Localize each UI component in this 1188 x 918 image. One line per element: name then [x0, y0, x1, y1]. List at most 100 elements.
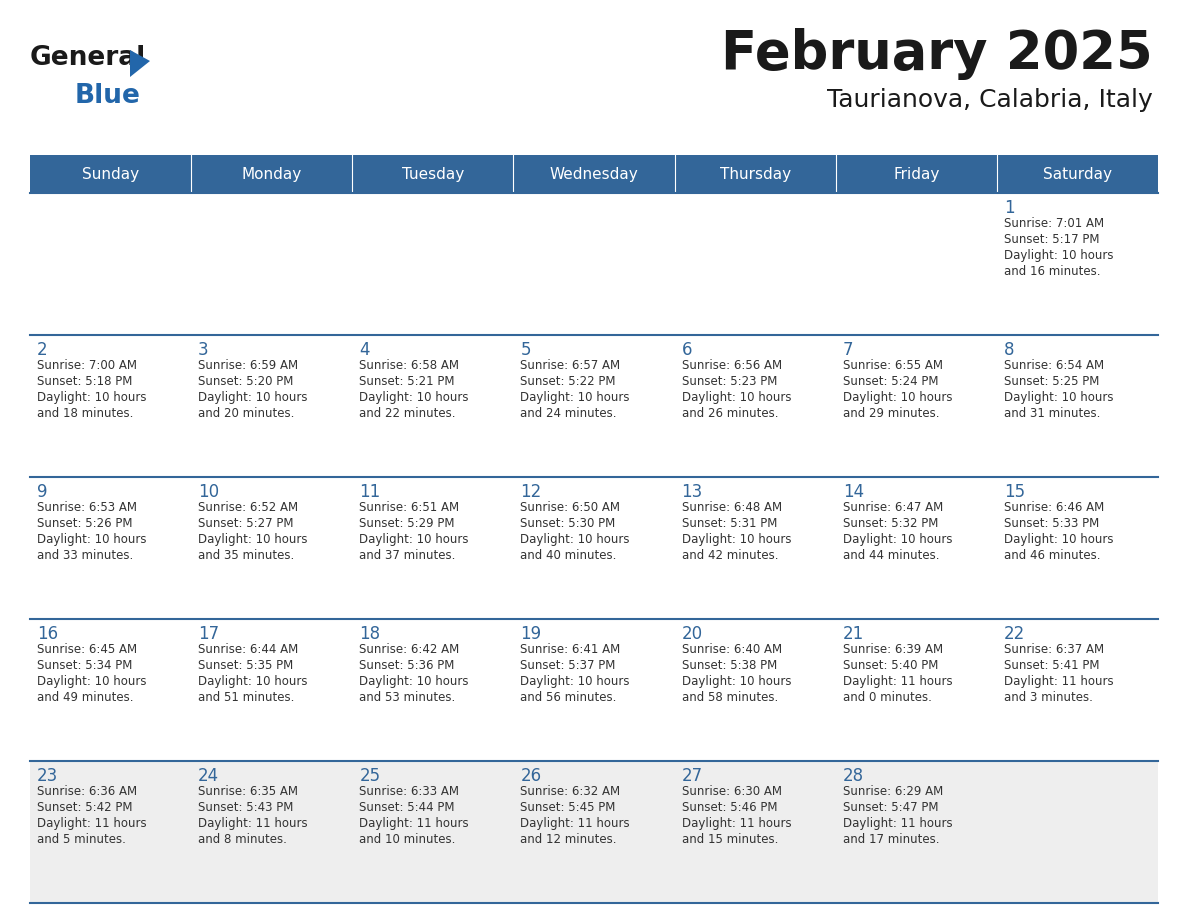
Bar [997, 477, 1158, 619]
Text: Sunrise: 6:54 AM: Sunrise: 6:54 AM [1004, 359, 1104, 372]
Text: Sunset: 5:25 PM: Sunset: 5:25 PM [1004, 375, 1099, 388]
Text: and 5 minutes.: and 5 minutes. [37, 833, 126, 846]
Bar [191, 193, 353, 335]
Text: Sunset: 5:37 PM: Sunset: 5:37 PM [520, 659, 615, 672]
Bar [835, 335, 997, 477]
Text: Wednesday: Wednesday [550, 166, 638, 182]
Text: Sunset: 5:23 PM: Sunset: 5:23 PM [682, 375, 777, 388]
Text: and 17 minutes.: and 17 minutes. [842, 833, 940, 846]
Text: and 49 minutes.: and 49 minutes. [37, 691, 133, 704]
Bar [675, 193, 835, 335]
Text: Daylight: 10 hours: Daylight: 10 hours [198, 533, 308, 546]
Text: and 29 minutes.: and 29 minutes. [842, 407, 940, 420]
Text: 5: 5 [520, 341, 531, 359]
Text: Sunset: 5:20 PM: Sunset: 5:20 PM [198, 375, 293, 388]
Text: Sunset: 5:38 PM: Sunset: 5:38 PM [682, 659, 777, 672]
Text: Sunrise: 7:01 AM: Sunrise: 7:01 AM [1004, 217, 1104, 230]
Text: Daylight: 10 hours: Daylight: 10 hours [842, 391, 953, 404]
Text: 10: 10 [198, 483, 220, 501]
Text: and 44 minutes.: and 44 minutes. [842, 549, 940, 562]
Text: Tuesday: Tuesday [402, 166, 465, 182]
Text: Daylight: 10 hours: Daylight: 10 hours [682, 391, 791, 404]
Text: Sunset: 5:27 PM: Sunset: 5:27 PM [198, 517, 293, 530]
Text: and 42 minutes.: and 42 minutes. [682, 549, 778, 562]
Text: Sunset: 5:35 PM: Sunset: 5:35 PM [198, 659, 293, 672]
Text: Sunrise: 6:30 AM: Sunrise: 6:30 AM [682, 785, 782, 798]
Text: and 31 minutes.: and 31 minutes. [1004, 407, 1100, 420]
Text: and 26 minutes.: and 26 minutes. [682, 407, 778, 420]
Text: and 8 minutes.: and 8 minutes. [198, 833, 287, 846]
Bar [353, 761, 513, 903]
Text: and 51 minutes.: and 51 minutes. [198, 691, 295, 704]
Bar [353, 619, 513, 761]
Text: 8: 8 [1004, 341, 1015, 359]
Text: and 46 minutes.: and 46 minutes. [1004, 549, 1100, 562]
Text: and 20 minutes.: and 20 minutes. [198, 407, 295, 420]
Text: 6: 6 [682, 341, 693, 359]
Bar [513, 155, 675, 193]
Bar [513, 761, 675, 903]
Text: 28: 28 [842, 767, 864, 785]
Text: 26: 26 [520, 767, 542, 785]
Text: Daylight: 11 hours: Daylight: 11 hours [842, 817, 953, 830]
Text: 21: 21 [842, 625, 864, 643]
Bar [675, 619, 835, 761]
Text: and 56 minutes.: and 56 minutes. [520, 691, 617, 704]
Bar [675, 155, 835, 193]
Text: Daylight: 11 hours: Daylight: 11 hours [682, 817, 791, 830]
Text: Sunrise: 7:00 AM: Sunrise: 7:00 AM [37, 359, 137, 372]
Text: Sunset: 5:33 PM: Sunset: 5:33 PM [1004, 517, 1099, 530]
Bar [353, 193, 513, 335]
Text: Friday: Friday [893, 166, 940, 182]
Text: and 16 minutes.: and 16 minutes. [1004, 265, 1100, 278]
Text: Sunrise: 6:33 AM: Sunrise: 6:33 AM [359, 785, 460, 798]
Text: Sunset: 5:44 PM: Sunset: 5:44 PM [359, 801, 455, 814]
Text: and 53 minutes.: and 53 minutes. [359, 691, 455, 704]
Text: 1: 1 [1004, 199, 1015, 217]
Text: Daylight: 10 hours: Daylight: 10 hours [37, 533, 146, 546]
Text: Sunset: 5:22 PM: Sunset: 5:22 PM [520, 375, 615, 388]
Text: 18: 18 [359, 625, 380, 643]
Text: and 3 minutes.: and 3 minutes. [1004, 691, 1093, 704]
Text: 25: 25 [359, 767, 380, 785]
Text: Daylight: 11 hours: Daylight: 11 hours [1004, 675, 1113, 688]
Text: 2: 2 [37, 341, 48, 359]
Polygon shape [129, 50, 150, 77]
Text: 4: 4 [359, 341, 369, 359]
Text: Daylight: 10 hours: Daylight: 10 hours [682, 533, 791, 546]
Text: Sunrise: 6:39 AM: Sunrise: 6:39 AM [842, 643, 943, 656]
Text: Sunrise: 6:37 AM: Sunrise: 6:37 AM [1004, 643, 1104, 656]
Text: and 18 minutes.: and 18 minutes. [37, 407, 133, 420]
Text: and 15 minutes.: and 15 minutes. [682, 833, 778, 846]
Text: Sunset: 5:47 PM: Sunset: 5:47 PM [842, 801, 939, 814]
Text: Sunrise: 6:53 AM: Sunrise: 6:53 AM [37, 501, 137, 514]
Text: and 12 minutes.: and 12 minutes. [520, 833, 617, 846]
Text: February 2025: February 2025 [721, 28, 1154, 80]
Text: Sunrise: 6:46 AM: Sunrise: 6:46 AM [1004, 501, 1104, 514]
Text: Blue: Blue [75, 83, 141, 109]
Text: 24: 24 [198, 767, 220, 785]
Text: and 37 minutes.: and 37 minutes. [359, 549, 456, 562]
Text: Sunrise: 6:45 AM: Sunrise: 6:45 AM [37, 643, 137, 656]
Text: Daylight: 10 hours: Daylight: 10 hours [1004, 249, 1113, 262]
Text: Taurianova, Calabria, Italy: Taurianova, Calabria, Italy [827, 88, 1154, 112]
Bar [30, 619, 191, 761]
Text: Sunrise: 6:59 AM: Sunrise: 6:59 AM [198, 359, 298, 372]
Text: Daylight: 10 hours: Daylight: 10 hours [1004, 391, 1113, 404]
Text: Sunrise: 6:36 AM: Sunrise: 6:36 AM [37, 785, 137, 798]
Text: Sunrise: 6:58 AM: Sunrise: 6:58 AM [359, 359, 460, 372]
Text: Daylight: 10 hours: Daylight: 10 hours [520, 391, 630, 404]
Bar [835, 193, 997, 335]
Bar [30, 193, 191, 335]
Text: 19: 19 [520, 625, 542, 643]
Text: Daylight: 10 hours: Daylight: 10 hours [520, 675, 630, 688]
Text: Sunset: 5:17 PM: Sunset: 5:17 PM [1004, 233, 1099, 246]
Text: Sunset: 5:29 PM: Sunset: 5:29 PM [359, 517, 455, 530]
Text: General: General [30, 45, 146, 71]
Text: Sunrise: 6:44 AM: Sunrise: 6:44 AM [198, 643, 298, 656]
Text: 20: 20 [682, 625, 702, 643]
Bar [997, 193, 1158, 335]
Text: Sunset: 5:24 PM: Sunset: 5:24 PM [842, 375, 939, 388]
Bar [30, 477, 191, 619]
Text: and 33 minutes.: and 33 minutes. [37, 549, 133, 562]
